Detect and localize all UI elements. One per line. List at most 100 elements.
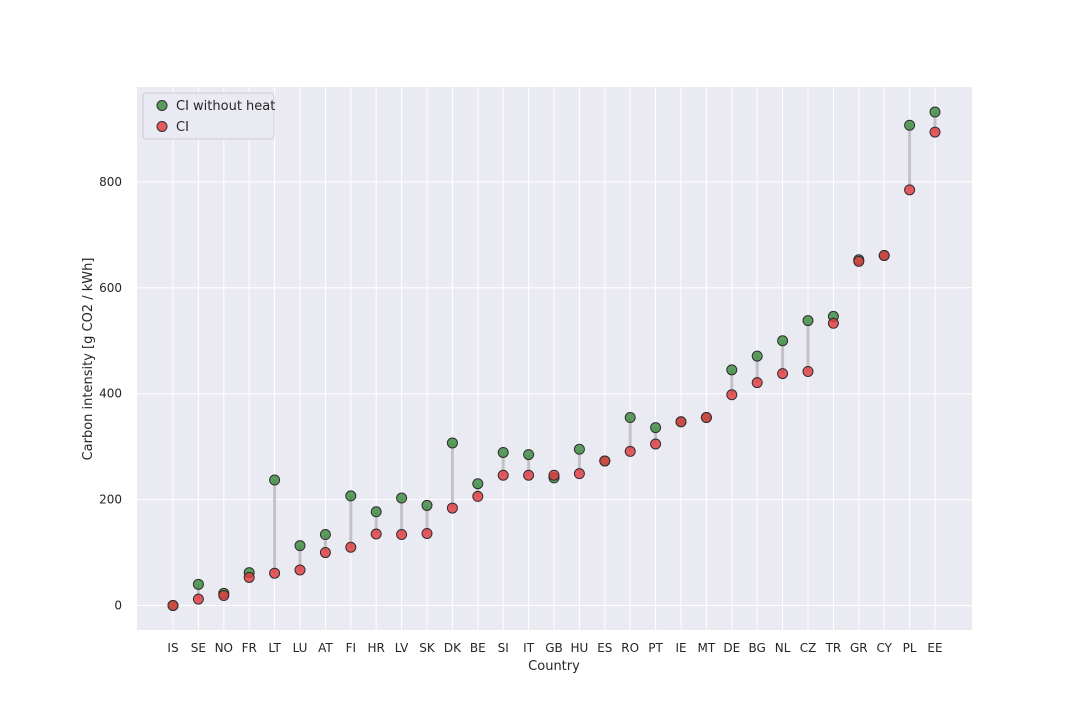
x-tick-label: NO: [215, 641, 233, 655]
x-tick-label: SE: [191, 641, 206, 655]
y-tick-label: 0: [114, 599, 122, 613]
x-tick-label: NL: [775, 641, 791, 655]
x-tick-label: SK: [419, 641, 436, 655]
legend-label-ci: CI: [176, 120, 189, 135]
y-tick-label: 400: [99, 387, 122, 401]
x-tick-label: FR: [242, 641, 257, 655]
point-ci-without-heat: [446, 437, 458, 449]
legend-label-ci-without-heat: CI without heat: [176, 99, 275, 114]
point-ci: [853, 255, 865, 267]
grid: [137, 87, 972, 630]
point-ci-without-heat: [396, 492, 408, 504]
x-tick-label: LU: [293, 641, 308, 655]
x-tick-label: GR: [850, 641, 868, 655]
point-ci: [624, 445, 636, 457]
point-ci-without-heat: [523, 449, 535, 461]
x-tick-label: BE: [470, 641, 486, 655]
point-ci: [472, 490, 484, 502]
x-axis-label: Country: [528, 659, 580, 674]
x-tick-label: RO: [621, 641, 639, 655]
point-ci: [548, 469, 560, 481]
point-ci: [319, 547, 331, 559]
x-tick-label: IE: [675, 641, 686, 655]
point-ci: [777, 368, 789, 380]
point-ci-without-heat: [269, 474, 281, 486]
point-ci-without-heat: [370, 506, 382, 518]
x-tick-label: AT: [318, 641, 333, 655]
y-tick-label: 800: [99, 175, 122, 189]
y-tick-label: 600: [99, 281, 122, 295]
point-ci-without-heat: [421, 499, 433, 511]
point-ci: [929, 126, 941, 138]
x-tick-label: EE: [927, 641, 942, 655]
point-ci-without-heat: [726, 364, 738, 376]
x-tick-label: FI: [346, 641, 356, 655]
legend: CI without heat CI: [142, 92, 275, 140]
point-ci: [345, 541, 357, 553]
legend-marker-ci-without-heat: [156, 100, 168, 111]
x-tick-label: CY: [876, 641, 892, 655]
x-tick-label: CZ: [800, 641, 817, 655]
point-ci: [573, 468, 585, 480]
point-ci: [218, 589, 230, 601]
x-tick-label: LV: [395, 641, 409, 655]
point-ci: [446, 502, 458, 514]
point-ci-without-heat: [624, 412, 636, 424]
point-ci-without-heat: [472, 478, 484, 490]
point-ci-without-heat: [345, 490, 357, 502]
point-ci: [675, 416, 687, 428]
point-ci: [802, 365, 814, 377]
point-ci: [827, 317, 839, 329]
point-ci: [523, 469, 535, 481]
x-tick-label: IS: [167, 641, 178, 655]
point-ci: [396, 529, 408, 541]
point-ci: [294, 564, 306, 576]
point-ci-without-heat: [192, 578, 204, 590]
point-ci: [192, 593, 204, 605]
point-ci: [878, 250, 890, 262]
point-ci-without-heat: [904, 119, 916, 131]
point-ci: [497, 469, 509, 481]
point-ci-without-heat: [751, 350, 763, 362]
point-ci-without-heat: [802, 315, 814, 327]
x-tick-label: SI: [498, 641, 509, 655]
x-tick-label: IT: [523, 641, 535, 655]
y-tick-labels: 0 200 400 600 800: [99, 175, 122, 613]
x-tick-label: DE: [723, 641, 740, 655]
point-ci-without-heat: [650, 422, 662, 434]
x-tick-label: LT: [268, 641, 281, 655]
point-ci: [269, 567, 281, 579]
x-tick-label: ES: [597, 641, 612, 655]
point-ci: [370, 528, 382, 540]
y-axis-label: Carbon intensity [g CO2 / kWh]: [81, 258, 96, 461]
x-tick-label: DK: [444, 641, 462, 655]
point-ci: [726, 389, 738, 401]
x-tick-label: PL: [903, 641, 917, 655]
x-tick-label: PT: [648, 641, 663, 655]
data-points: [167, 106, 941, 611]
x-tick-label: MT: [698, 641, 716, 655]
point-ci: [904, 184, 916, 196]
point-ci: [243, 571, 255, 583]
point-ci: [700, 412, 712, 424]
x-tick-label: GB: [545, 641, 563, 655]
point-ci-without-heat: [573, 443, 585, 455]
point-ci-without-heat: [319, 529, 331, 541]
point-ci: [167, 600, 179, 611]
legend-marker-ci: [156, 121, 168, 132]
point-ci: [650, 438, 662, 450]
x-tick-label: HU: [570, 641, 588, 655]
point-ci: [421, 527, 433, 539]
point-ci-without-heat: [929, 106, 941, 118]
point-ci: [751, 377, 763, 389]
point-ci: [599, 455, 611, 467]
x-tick-label: BG: [749, 641, 766, 655]
point-ci-without-heat: [497, 446, 509, 458]
x-tick-label: HR: [368, 641, 385, 655]
x-tick-label: TR: [825, 641, 842, 655]
x-tick-labels: IS SE NO FR LT LU AT FI HR LV SK DK BE SI IT GB HU ES RO PT…: [167, 641, 942, 655]
legend-box: [142, 92, 275, 140]
point-ci-without-heat: [777, 335, 789, 347]
y-tick-label: 200: [99, 493, 122, 507]
